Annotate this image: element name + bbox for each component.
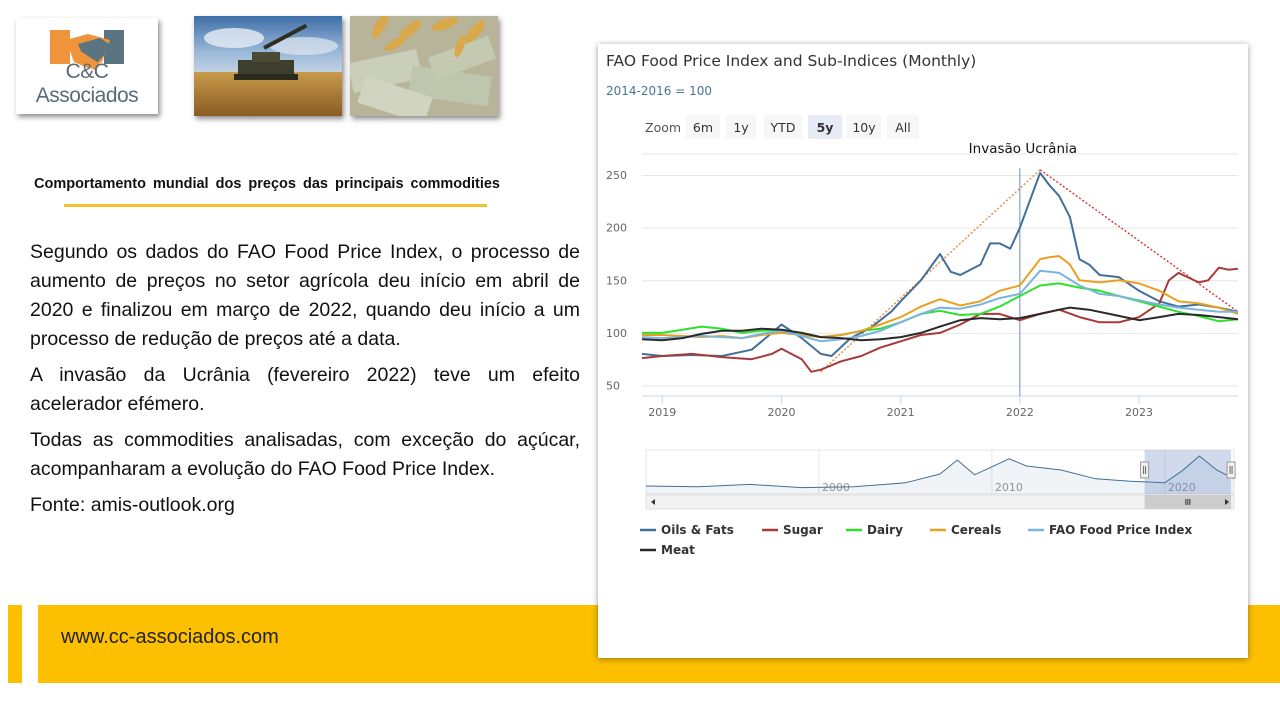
slide-subtitle: Comportamento mundial dos preços das pri… <box>34 176 500 192</box>
navigator-scrollbar-track[interactable] <box>645 494 1235 510</box>
zoom-button-label[interactable]: YTD <box>770 120 796 135</box>
company-logo: C&C Associados <box>16 18 158 114</box>
chart-subtitle: 2014-2016 = 100 <box>606 84 712 98</box>
zoom-button-bg[interactable] <box>726 115 756 139</box>
legend-label: Cereals <box>951 523 1001 537</box>
source-text: Fonte: amis-outlook.org <box>30 494 235 516</box>
x-tick-label: 2019 <box>648 406 676 419</box>
x-tick-label: 2021 <box>887 406 915 419</box>
price-index-chart: FAO Food Price Index and Sub-Indices (Mo… <box>606 52 1239 557</box>
chart-card: FAO Food Price Index and Sub-Indices (Mo… <box>598 44 1248 658</box>
zoom-label: Zoom <box>645 120 681 135</box>
scroll-left-arrow-icon[interactable] <box>651 499 655 505</box>
zoom-button-bg[interactable] <box>808 115 842 139</box>
zoom-button-1y[interactable]: 1y <box>726 115 756 139</box>
plot-gridlines <box>642 153 1238 397</box>
series-lines <box>641 171 1239 373</box>
series-oils-fats <box>641 171 1239 357</box>
footer-accent <box>8 605 22 683</box>
chart-legend: Oils & Fats Sugar Dairy Cereals FAO Food Pri… <box>640 523 1192 557</box>
y-tick-label: 50 <box>606 379 620 392</box>
series-meat <box>641 306 1239 342</box>
zoom-button-6m[interactable]: 6m <box>686 115 720 139</box>
y-tick-label: 150 <box>606 274 627 287</box>
paragraph-2: A invasão da Ucrânia (fevereiro 2022) te… <box>30 364 580 415</box>
subtitle-underline <box>64 204 487 207</box>
y-axis-ticks: 50 100 150 200 250 <box>606 169 627 392</box>
legend-item-cereals[interactable]: Cereals <box>930 523 1001 537</box>
invasion-label: Invasão Ucrânia <box>969 141 1077 157</box>
legend-label: Oils & Fats <box>661 523 734 537</box>
zoom-button-label[interactable]: 10y <box>852 120 876 135</box>
legend-item-dairy[interactable]: Dairy <box>846 523 903 537</box>
zoom-button-10y[interactable]: 10y <box>847 115 881 139</box>
chart-title: FAO Food Price Index and Sub-Indices (Mo… <box>606 52 976 70</box>
zoom-button-bg[interactable] <box>764 115 802 139</box>
logo-text: C&C Associados <box>35 60 139 107</box>
legend-item-fao-food-price-index[interactable]: FAO Food Price Index <box>1028 523 1192 537</box>
zoom-button-label[interactable]: 6m <box>693 120 713 135</box>
x-axis-ticks: 2019 2020 2021 2022 2023 <box>648 396 1153 419</box>
zoom-button-bg[interactable] <box>686 115 720 139</box>
x-tick-label: 2020 <box>767 406 795 419</box>
paragraph-1: Segundo os dados do FAO Food Price Index… <box>30 241 580 350</box>
zoom-buttons: 6m 1y YTD 5y 10y All <box>686 115 919 139</box>
invasion-annotation: Invasão Ucrânia <box>969 141 1077 396</box>
legend-label: Meat <box>661 543 695 557</box>
scroll-right-arrow-icon[interactable] <box>1225 499 1229 505</box>
y-tick-label: 200 <box>606 222 627 235</box>
legend-label: FAO Food Price Index <box>1049 523 1192 537</box>
x-tick-label: 2023 <box>1125 406 1153 419</box>
slide-body: Segundo os dados do FAO Food Price Index… <box>30 238 580 527</box>
paragraph-3: Todas as commodities analisadas, com exc… <box>30 429 580 480</box>
wheat-on-dollar-bills-photo <box>350 16 498 116</box>
navigator-window[interactable] <box>1144 450 1232 494</box>
zoom-button-all[interactable]: All <box>887 115 919 139</box>
legend-item-oils-fats[interactable]: Oils & Fats <box>640 523 734 537</box>
trend-line-1 <box>820 169 1041 373</box>
trend-lines <box>820 169 1239 373</box>
navigator-handle-right[interactable] <box>1226 461 1236 479</box>
zoom-button-label[interactable]: 5y <box>817 120 834 135</box>
y-tick-label: 250 <box>606 169 627 182</box>
x-tick-label: 2022 <box>1006 406 1034 419</box>
navigator-frame[interactable] <box>645 449 1235 495</box>
zoom-button-label[interactable]: 1y <box>733 120 749 135</box>
navigator-area <box>646 456 1234 494</box>
handshake-icon <box>50 30 124 70</box>
zoom-button-label[interactable]: All <box>895 120 911 135</box>
y-tick-label: 100 <box>606 327 627 340</box>
legend-label: Dairy <box>867 523 903 537</box>
zoom-button-bg[interactable] <box>887 115 919 139</box>
navigator-tick-label: 2020 <box>1168 481 1196 494</box>
tank-in-wheat-field-photo <box>194 16 342 116</box>
series-fao-food-price-index <box>641 269 1238 343</box>
navigator-series-line <box>645 455 1235 489</box>
navigator-tick-label: 2010 <box>995 481 1023 494</box>
range-navigator[interactable]: 200020102020 <box>645 449 1236 510</box>
zoom-button-5y[interactable]: 5y <box>808 115 842 139</box>
trend-line-2 <box>1039 169 1239 313</box>
legend-label: Sugar <box>783 523 823 537</box>
footer-url[interactable]: www.cc-associados.com <box>61 626 279 648</box>
legend-item-meat[interactable]: Meat <box>640 543 695 557</box>
navigator-handle-left[interactable] <box>1140 461 1150 479</box>
zoom-button-bg[interactable] <box>847 115 881 139</box>
zoom-button-ytd[interactable]: YTD <box>764 115 802 139</box>
legend-item-sugar[interactable]: Sugar <box>762 523 823 537</box>
